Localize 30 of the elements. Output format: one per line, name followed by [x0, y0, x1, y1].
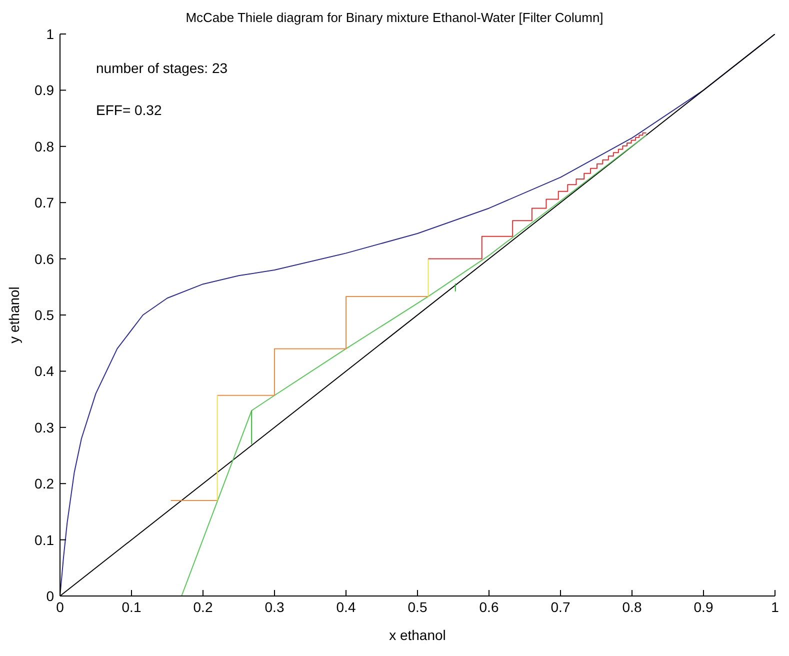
line-series	[181, 134, 647, 596]
y-tick-label: 0.2	[34, 476, 54, 492]
x-axis-title: x ethanol	[389, 627, 446, 643]
x-tick-label: 0.5	[408, 598, 428, 615]
x-tick-label: 0.1	[122, 598, 142, 615]
x-tick-label: 0.9	[694, 598, 714, 615]
annotation: EFF= 0.32	[96, 102, 162, 118]
y-tick-label: 0.9	[34, 82, 54, 98]
y-tick-label: 0	[46, 588, 54, 604]
x-tick-label: 0.4	[336, 598, 356, 615]
y-tick-label: 0.4	[34, 363, 54, 380]
x-tick-label: 0.7	[550, 598, 570, 615]
x-tick-label: 0.8	[622, 598, 642, 615]
line-series	[60, 34, 775, 596]
y-tick-label: 0.6	[34, 250, 54, 267]
y-tick-label: 0.8	[34, 138, 54, 154]
x-tick-label: 0	[56, 598, 64, 615]
y-tick-label: 0.3	[34, 419, 54, 436]
y-tick-label: 1	[46, 26, 54, 42]
x-tick-label: 0.6	[479, 598, 499, 615]
y-axis-title: y ethanol	[6, 286, 22, 344]
y-tick-label: 0.1	[34, 532, 54, 548]
chart-title: McCabe Thiele diagram for Binary mixture Ethanol-Water [Filter Column]	[184, 10, 604, 25]
x-tick-label: 1	[771, 598, 780, 615]
line-series	[428, 132, 647, 260]
x-tick-label: 0.3	[264, 598, 284, 615]
y-tick-label: 0.5	[34, 306, 54, 323]
y-tick-label: 0.7	[34, 194, 54, 211]
x-tick-label: 0.2	[193, 598, 213, 615]
annotation: number of stages: 23	[96, 60, 228, 76]
